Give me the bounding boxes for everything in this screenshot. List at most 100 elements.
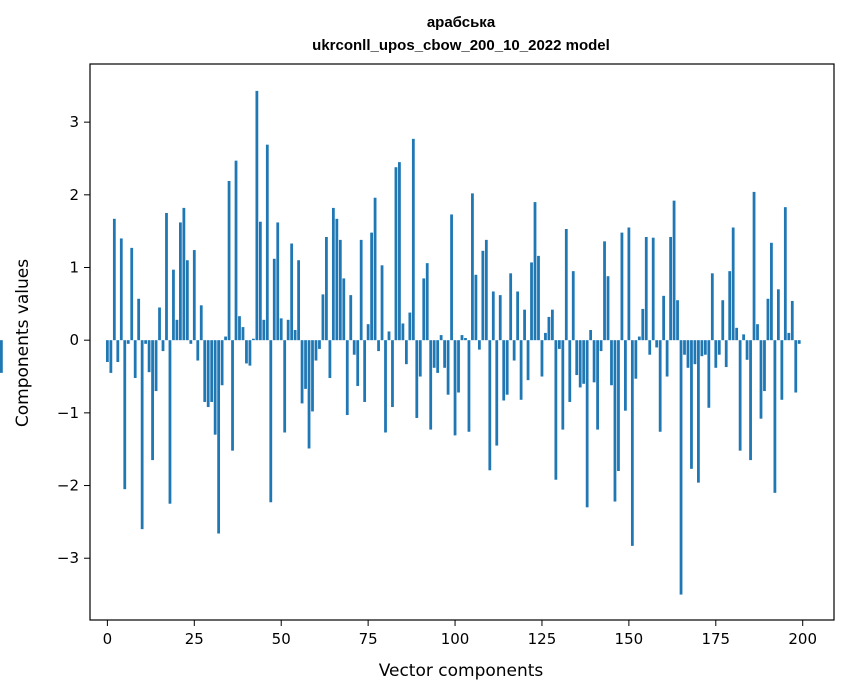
bar-42 (252, 338, 255, 341)
bar-172 (703, 340, 707, 355)
bar-164 (676, 300, 679, 341)
bar-180 (731, 227, 735, 341)
bar-116 (509, 273, 513, 341)
bar-115 (505, 340, 509, 395)
bar-137 (582, 340, 586, 384)
bar-60 (314, 340, 318, 361)
bar-173 (707, 340, 711, 408)
x-tick-label: 50 (272, 630, 291, 648)
bar-154 (641, 308, 645, 341)
bar-78 (377, 340, 380, 352)
bar-169 (693, 340, 697, 365)
bar-20 (175, 319, 179, 341)
bar-147 (617, 340, 620, 471)
bar-29 (206, 340, 210, 408)
bar-18 (168, 340, 172, 504)
bar-181 (735, 327, 739, 341)
bar-44 (258, 221, 262, 341)
bar-17 (165, 212, 168, 341)
bar-67 (338, 239, 342, 341)
y-tick-label: −2 (57, 477, 79, 495)
bar-198 (794, 340, 798, 393)
bar-101 (457, 340, 460, 393)
bar-175 (714, 340, 718, 368)
bar-119 (519, 340, 523, 400)
bar-149 (624, 340, 627, 411)
bar-103 (464, 338, 467, 341)
bar-8 (133, 340, 137, 378)
bar-91 (422, 278, 426, 341)
bar-120 (523, 309, 526, 341)
bar-73 (359, 239, 363, 341)
x-axis-ticks: 0 25 50 75 100 125 150 175 200 (103, 620, 817, 648)
bar-155 (644, 236, 648, 341)
bar-26 (196, 340, 200, 361)
bar-2 (112, 218, 116, 341)
y-tick-label: 1 (69, 259, 79, 277)
bar-65 (331, 207, 335, 341)
bar-132 (564, 228, 568, 341)
bar-184 (745, 340, 749, 360)
bar-74 (363, 340, 367, 402)
bar-51 (283, 340, 287, 433)
bar-86 (404, 340, 408, 365)
bar-undefined (0, 340, 3, 373)
bar-77 (373, 197, 377, 341)
bar-82 (391, 340, 394, 408)
bar-174 (710, 273, 714, 341)
bar-35 (227, 181, 231, 341)
bar-105 (471, 193, 474, 341)
bar-193 (776, 289, 780, 341)
bar-97 (443, 340, 447, 368)
bar-99 (450, 214, 453, 341)
bar-13 (151, 340, 154, 461)
bar-182 (738, 340, 742, 451)
bar-143 (603, 241, 606, 341)
bar-121 (526, 340, 530, 381)
bar-63 (325, 236, 328, 341)
chart-title: арабська (427, 14, 496, 31)
bar-87 (408, 312, 412, 341)
bar-192 (773, 340, 777, 493)
bar-54 (293, 330, 297, 341)
bar-71 (352, 340, 356, 355)
bar-36 (231, 340, 234, 451)
bar-171 (700, 340, 704, 357)
bar-5 (123, 340, 127, 490)
y-tick-label: 0 (69, 331, 79, 349)
bar-185 (749, 340, 752, 461)
bar-109 (484, 239, 488, 341)
bar-96 (439, 335, 443, 341)
bar-146 (613, 340, 617, 502)
y-axis-ticks: −3 −2 −1 0 1 2 3 (57, 113, 90, 567)
bar-72 (356, 340, 360, 386)
bar-153 (637, 336, 641, 341)
bar-150 (627, 227, 631, 341)
bar-190 (766, 298, 770, 341)
x-tick-label: 25 (185, 630, 204, 648)
bar-138 (585, 340, 589, 508)
bar-104 (467, 340, 471, 432)
bar-118 (516, 291, 520, 341)
bar-47 (269, 340, 273, 503)
bar-56 (300, 340, 304, 404)
y-tick-label: −1 (57, 404, 79, 422)
x-tick-label: 75 (359, 630, 378, 648)
bar-7 (130, 247, 134, 341)
bar-50 (279, 318, 283, 341)
bar-168 (690, 340, 693, 469)
bar-178 (724, 340, 728, 368)
bar-80 (384, 340, 387, 433)
bar-131 (561, 340, 565, 430)
bar-122 (530, 262, 533, 341)
bar-102 (460, 335, 464, 341)
bar-159 (658, 340, 662, 432)
x-tick-label: 0 (103, 630, 113, 648)
y-tick-label: 3 (69, 113, 79, 131)
bar-93 (429, 340, 433, 430)
bar-112 (495, 340, 499, 446)
bar-189 (763, 340, 766, 392)
bar-142 (599, 340, 603, 352)
bar-191 (770, 242, 773, 341)
bar-126 (544, 332, 547, 341)
